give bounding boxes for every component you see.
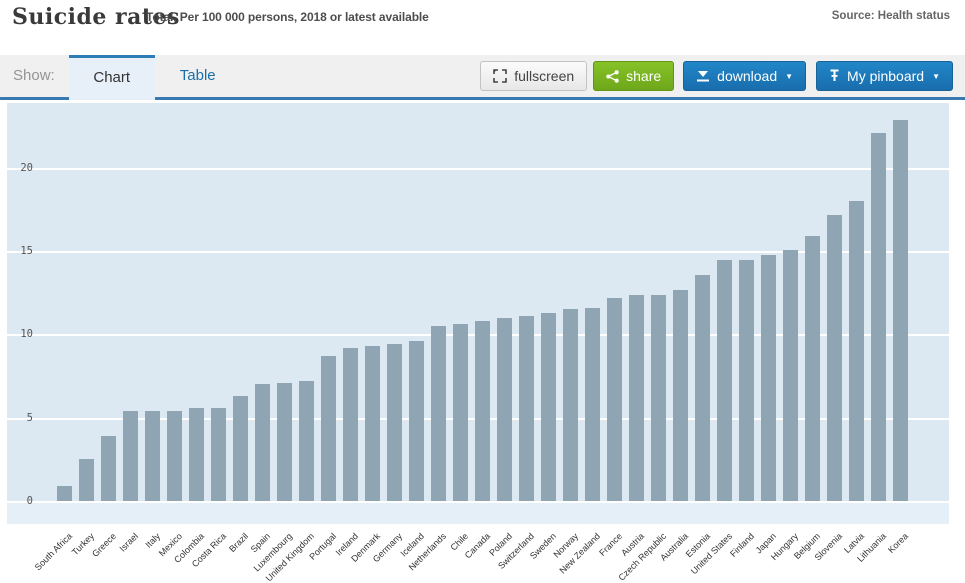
bar-united-states[interactable] <box>717 259 732 501</box>
bar-luxembourg[interactable] <box>277 382 292 501</box>
bar-brazil[interactable] <box>233 396 248 501</box>
bar-poland[interactable] <box>497 317 512 501</box>
bar-iceland[interactable] <box>409 341 424 501</box>
bar-latvia[interactable] <box>849 201 864 501</box>
source-label: Source: Health status <box>831 10 950 22</box>
y-tick-label: 15 <box>20 245 33 258</box>
gridline-0 <box>7 501 949 503</box>
share-button[interactable]: share <box>593 61 675 91</box>
bar-netherlands[interactable] <box>431 326 446 501</box>
y-tick-label: 5 <box>26 411 33 424</box>
gridline-15 <box>7 251 949 254</box>
share-icon <box>606 69 626 83</box>
bar-korea[interactable] <box>893 119 908 501</box>
bar-germany[interactable] <box>387 344 402 501</box>
toolbar-spacer <box>241 55 478 97</box>
bar-portugal[interactable] <box>321 356 336 501</box>
gridline-20 <box>7 167 949 170</box>
bar-czech-republic[interactable] <box>651 294 666 501</box>
download-icon <box>696 70 717 83</box>
bar-costa-rica[interactable] <box>211 407 226 501</box>
bar-austria[interactable] <box>629 294 644 501</box>
bar-italy[interactable] <box>145 411 160 501</box>
bar-estonia[interactable] <box>695 274 710 501</box>
download-button-label: download <box>717 68 778 84</box>
pin-icon <box>829 69 847 83</box>
chevron-down-icon: ▼ <box>932 71 940 81</box>
bar-turkey[interactable] <box>79 459 94 501</box>
y-tick-label: 0 <box>26 495 33 507</box>
toolbar: Show: Chart Table fullscreen <box>0 55 965 100</box>
bar-australia[interactable] <box>673 289 688 501</box>
fullscreen-expand-icon <box>493 69 514 83</box>
chart-region: 0 5 10 15 20 South Africa Turkey Greece Israel I… <box>0 100 965 583</box>
share-button-label: share <box>626 68 662 84</box>
my-pinboard-button-label: My pinboard <box>847 68 925 84</box>
y-tick-label: 20 <box>20 161 33 174</box>
x-axis-strip <box>7 503 949 524</box>
bar-norway[interactable] <box>563 309 578 501</box>
bar-slovenia[interactable] <box>827 214 842 501</box>
tab-chart[interactable]: Chart <box>68 55 155 100</box>
page-title: Suicide rates <box>12 4 180 30</box>
bar-south-africa[interactable] <box>57 486 72 501</box>
show-label: Show: <box>13 67 55 84</box>
fullscreen-button[interactable]: fullscreen <box>480 61 588 91</box>
bar-chile[interactable] <box>453 324 468 501</box>
bar-united-kingdom[interactable] <box>299 381 314 501</box>
bar-hungary[interactable] <box>783 249 798 501</box>
chart-plot-area <box>7 103 949 524</box>
page-subtitle: Total, Per 100 000 persons, 2018 or late… <box>146 10 429 24</box>
page-header: Suicide rates Total, Per 100 000 persons… <box>0 0 965 55</box>
bar-sweden[interactable] <box>541 312 556 501</box>
fullscreen-button-label: fullscreen <box>514 68 575 84</box>
tab-table[interactable]: Table <box>179 67 216 84</box>
y-tick-label: 10 <box>20 328 33 341</box>
bar-israel[interactable] <box>123 411 138 501</box>
bar-canada[interactable] <box>475 321 490 501</box>
bar-spain[interactable] <box>255 384 270 501</box>
bar-japan[interactable] <box>761 254 776 501</box>
bar-denmark[interactable] <box>365 346 380 501</box>
bar-ireland[interactable] <box>343 347 358 501</box>
my-pinboard-button[interactable]: My pinboard ▼ <box>816 61 953 91</box>
bar-greece[interactable] <box>101 436 116 501</box>
bar-belgium[interactable] <box>805 236 820 501</box>
bar-lithuania[interactable] <box>871 132 886 501</box>
bar-new-zealand[interactable] <box>585 307 600 501</box>
bar-mexico[interactable] <box>167 411 182 501</box>
download-button[interactable]: download ▼ <box>683 61 807 91</box>
bar-france[interactable] <box>607 297 622 501</box>
bar-switzerland[interactable] <box>519 316 534 501</box>
chevron-down-icon: ▼ <box>785 71 794 81</box>
bar-finland[interactable] <box>739 259 754 501</box>
bar-colombia[interactable] <box>189 407 204 501</box>
